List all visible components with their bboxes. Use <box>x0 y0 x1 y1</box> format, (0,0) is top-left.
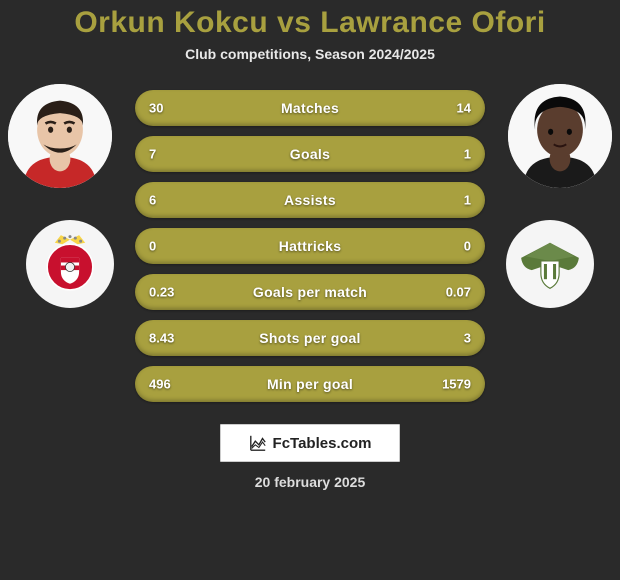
stat-right-value: 0.07 <box>446 285 471 300</box>
footer-brand-text: FcTables.com <box>273 435 372 452</box>
player-right-name: Lawrance Ofori <box>320 6 545 39</box>
stat-left-value: 0 <box>149 239 156 254</box>
stat-label: Hattricks <box>279 238 342 254</box>
stat-right-value: 14 <box>457 101 471 116</box>
stat-bar: 8.43 Shots per goal 3 <box>135 320 485 356</box>
subtitle: Club competitions, Season 2024/2025 <box>185 46 435 62</box>
stat-bar: 7 Goals 1 <box>135 136 485 172</box>
stat-label: Matches <box>281 100 339 116</box>
stat-left-value: 8.43 <box>149 331 174 346</box>
stat-right-value: 3 <box>464 331 471 346</box>
stat-label: Goals <box>290 146 330 162</box>
stat-left-value: 6 <box>149 193 156 208</box>
stats-area: 30 Matches 14 7 Goals 1 6 Assists 1 0 Ha… <box>0 90 620 402</box>
stat-left-value: 7 <box>149 147 156 162</box>
stat-label: Min per goal <box>267 376 353 392</box>
stat-bar: 30 Matches 14 <box>135 90 485 126</box>
stat-right-value: 1579 <box>442 377 471 392</box>
player-left-name: Orkun Kokcu <box>74 6 268 39</box>
date-text: 20 february 2025 <box>255 474 366 490</box>
club-right-badge <box>506 220 594 308</box>
page-title: Orkun Kokcu vs Lawrance Ofori <box>74 6 545 40</box>
player-left-avatar <box>8 84 112 188</box>
benfica-crest-icon <box>32 226 108 302</box>
stat-label: Shots per goal <box>259 330 360 346</box>
footer-brand[interactable]: FcTables.com <box>220 424 400 462</box>
club-left-badge <box>26 220 114 308</box>
stat-right-value: 1 <box>464 193 471 208</box>
stat-right-value: 1 <box>464 147 471 162</box>
stat-left-value: 496 <box>149 377 171 392</box>
fctables-logo-icon <box>249 434 267 452</box>
stat-label: Goals per match <box>253 284 367 300</box>
stat-bar: 496 Min per goal 1579 <box>135 366 485 402</box>
stat-bar: 6 Assists 1 <box>135 182 485 218</box>
stat-right-value: 0 <box>464 239 471 254</box>
stat-left-value: 30 <box>149 101 163 116</box>
moreirense-crest-icon <box>512 226 588 302</box>
stat-bars: 30 Matches 14 7 Goals 1 6 Assists 1 0 Ha… <box>135 90 485 402</box>
player-right-portrait <box>508 84 612 188</box>
player-right-avatar <box>508 84 612 188</box>
vs-text: vs <box>277 6 320 39</box>
player-left-portrait <box>8 84 112 188</box>
stat-label: Assists <box>284 192 336 208</box>
stat-bar: 0.23 Goals per match 0.07 <box>135 274 485 310</box>
stat-bar: 0 Hattricks 0 <box>135 228 485 264</box>
stat-left-value: 0.23 <box>149 285 174 300</box>
